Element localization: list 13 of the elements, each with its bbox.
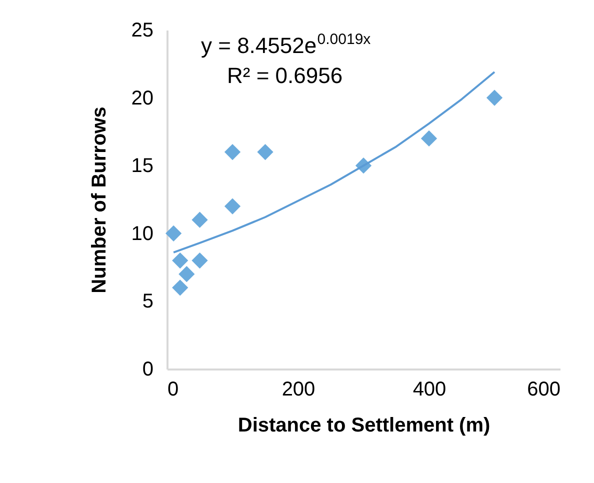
x-tick-label: 200	[282, 378, 316, 400]
x-tick-label: 400	[412, 378, 446, 400]
y-tick-label: 20	[131, 87, 154, 110]
y-tick-label: 10	[131, 222, 154, 245]
y-tick-label: 15	[131, 155, 154, 178]
x-axis-title: Distance to Settlement (m)	[238, 414, 490, 436]
y-tick-label: 25	[131, 20, 154, 42]
x-tick-label: 600	[527, 378, 560, 400]
annotation: R² = 0.6956	[227, 63, 343, 88]
y-axis-title: Number of Burrows	[88, 106, 110, 294]
y-tick-label: 0	[142, 358, 154, 380]
y-tick-label: 5	[142, 290, 154, 313]
x-tick-label: 0	[168, 378, 179, 400]
